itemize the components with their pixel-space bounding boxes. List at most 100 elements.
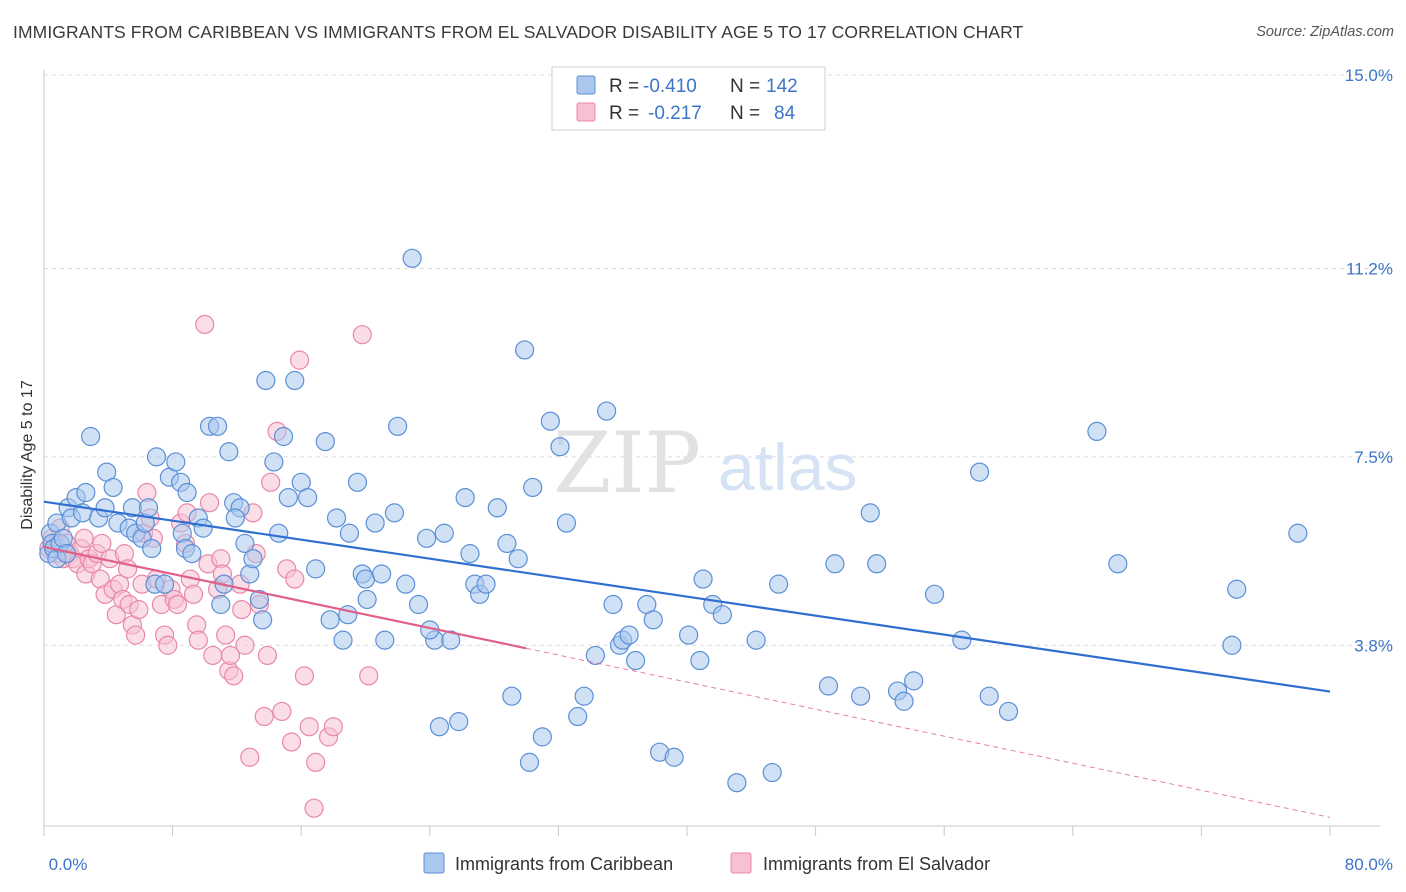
caribbean-point bbox=[625, 650, 646, 671]
caribbean-point bbox=[429, 717, 450, 737]
x-ticks bbox=[43, 826, 1331, 836]
el-salvador-point bbox=[281, 732, 302, 752]
caribbean-point bbox=[154, 574, 175, 594]
legend-r-label: R = bbox=[609, 103, 639, 124]
caribbean-point bbox=[249, 589, 270, 610]
caribbean-point bbox=[225, 508, 245, 528]
chart-title: IMMIGRANTS FROM CARIBBEAN VS IMMIGRANTS … bbox=[13, 22, 1024, 42]
caribbean-point bbox=[851, 686, 871, 706]
el-salvador-point bbox=[220, 645, 241, 666]
caribbean-point bbox=[315, 431, 335, 452]
caribbean-point bbox=[1222, 635, 1242, 655]
el-salvador-trend-extension bbox=[526, 647, 1331, 818]
caribbean-point bbox=[235, 533, 255, 554]
caribbean-point bbox=[333, 630, 353, 650]
bottom-legend-label-el-salvador: Immigrants from El Salvador bbox=[763, 854, 990, 874]
el-salvador-point bbox=[74, 528, 94, 548]
el-salvador-point bbox=[199, 493, 220, 513]
caribbean-point bbox=[355, 569, 376, 589]
el-salvador-point bbox=[254, 706, 274, 727]
caribbean-point bbox=[375, 630, 395, 650]
caribbean-point bbox=[455, 487, 475, 508]
caribbean-point bbox=[166, 452, 186, 472]
legend-n-label: N = bbox=[730, 103, 760, 124]
y-axis-label: Disability Age 5 to 17 bbox=[19, 380, 36, 530]
caribbean-point bbox=[441, 630, 461, 650]
caribbean-point bbox=[969, 462, 990, 482]
y-tick-label: 3.8% bbox=[1354, 636, 1393, 655]
caribbean-point bbox=[81, 426, 101, 447]
el-salvador-point bbox=[323, 717, 343, 737]
el-salvador-point bbox=[257, 645, 278, 666]
caribbean-point bbox=[979, 686, 999, 706]
caribbean-point bbox=[371, 564, 392, 584]
caribbean-point bbox=[76, 482, 96, 503]
caribbean-point bbox=[138, 498, 159, 518]
caribbean-point bbox=[434, 523, 454, 543]
el-salvador-point bbox=[289, 350, 310, 370]
caribbean-point bbox=[298, 487, 318, 508]
caribbean-point bbox=[95, 498, 115, 518]
y-tick-label: 11.2% bbox=[1346, 259, 1393, 278]
el-salvador-point bbox=[195, 314, 215, 335]
caribbean-point bbox=[860, 503, 880, 523]
caribbean-point bbox=[357, 589, 377, 610]
x-tick-label-min: 0.0% bbox=[49, 855, 88, 874]
caribbean-point bbox=[597, 401, 617, 421]
legend-swatch-el-salvador bbox=[576, 102, 596, 122]
blue-series-points bbox=[39, 248, 1308, 793]
caribbean-point bbox=[904, 671, 924, 691]
watermark-zip: ZIP bbox=[553, 414, 701, 512]
el-salvador-point bbox=[92, 533, 112, 554]
caribbean-point bbox=[519, 752, 540, 772]
caribbean-point bbox=[208, 416, 228, 436]
caribbean-point bbox=[273, 426, 294, 447]
caribbean-point bbox=[256, 370, 276, 391]
caribbean-point bbox=[320, 610, 340, 630]
caribbean-point bbox=[388, 416, 408, 436]
el-salvador-point bbox=[126, 625, 146, 645]
caribbean-point bbox=[1087, 421, 1107, 442]
caribbean-point bbox=[540, 411, 560, 431]
el-salvador-point bbox=[235, 635, 255, 655]
caribbean-point bbox=[508, 549, 528, 569]
caribbean-point bbox=[285, 370, 305, 391]
el-salvador-point bbox=[352, 325, 372, 345]
el-salvador-point bbox=[240, 747, 260, 767]
caribbean-point bbox=[603, 594, 623, 615]
caribbean-point bbox=[211, 594, 231, 615]
caribbean-point bbox=[177, 482, 197, 503]
caribbean-point bbox=[568, 706, 588, 727]
caribbean-point bbox=[384, 503, 405, 523]
el-salvador-point bbox=[261, 472, 281, 492]
caribbean-point bbox=[924, 584, 945, 604]
caribbean-point bbox=[476, 574, 496, 594]
caribbean-point bbox=[460, 544, 480, 564]
caribbean-point bbox=[243, 549, 263, 569]
legend-r-value: -0.217 bbox=[648, 103, 702, 124]
legend-swatch-caribbean bbox=[576, 75, 596, 95]
caribbean-point bbox=[326, 508, 347, 528]
caribbean-point bbox=[402, 248, 422, 268]
caribbean-point bbox=[762, 762, 782, 783]
el-salvador-trend-line bbox=[43, 545, 527, 650]
el-salvador-point bbox=[203, 645, 223, 666]
caribbean-point bbox=[532, 727, 552, 747]
legend-r-label: R = bbox=[609, 76, 639, 97]
caribbean-point bbox=[825, 554, 845, 574]
caribbean-point bbox=[746, 630, 766, 650]
bottom-legend-swatch-caribbean bbox=[423, 852, 445, 874]
caribbean-point bbox=[497, 533, 517, 554]
caribbean-point bbox=[416, 528, 437, 548]
caribbean-point bbox=[952, 630, 972, 650]
pink-series-points bbox=[39, 314, 379, 818]
caribbean-point bbox=[365, 513, 385, 533]
caribbean-point bbox=[347, 472, 368, 492]
el-salvador-point bbox=[304, 798, 324, 818]
caribbean-point bbox=[643, 610, 663, 630]
source-label: Source: ZipAtlas.com bbox=[1256, 24, 1394, 40]
legend-n-value: 84 bbox=[774, 103, 796, 124]
caribbean-point bbox=[449, 712, 469, 732]
caribbean-point bbox=[679, 625, 699, 645]
caribbean-point bbox=[1227, 579, 1247, 599]
